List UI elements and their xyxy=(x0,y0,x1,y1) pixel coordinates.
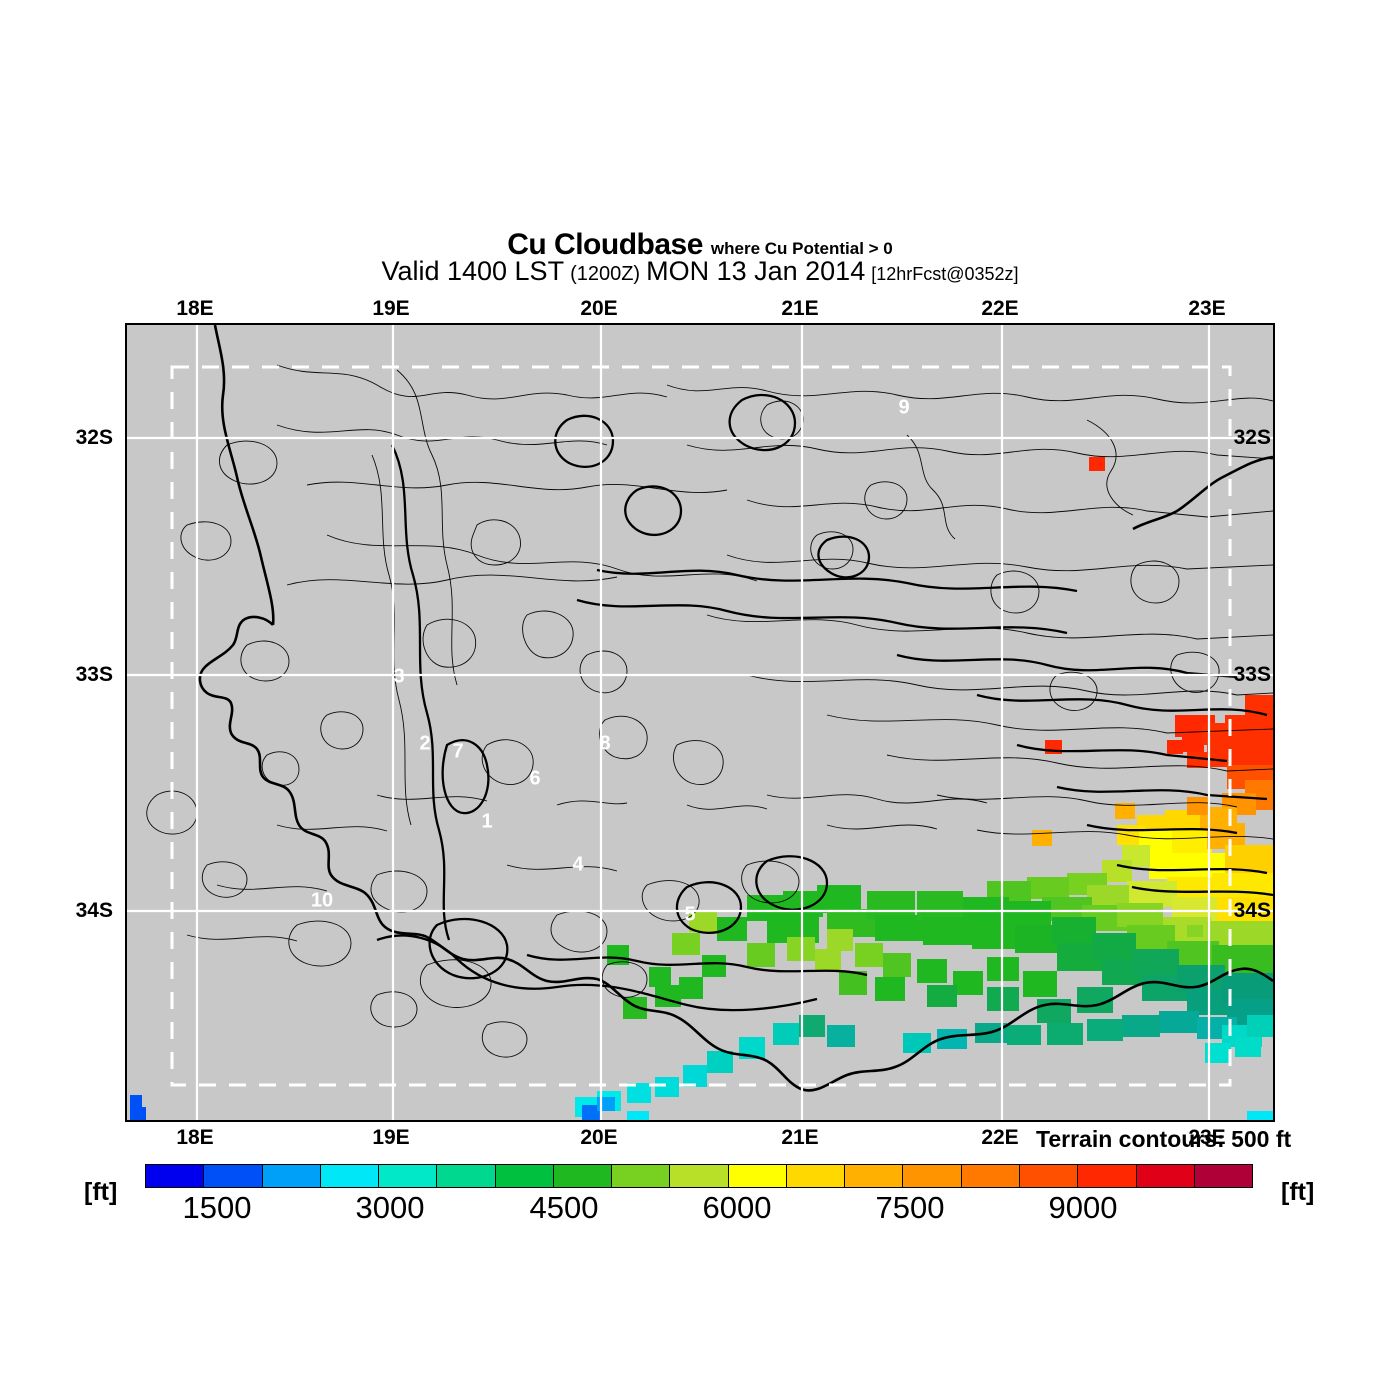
coastline xyxy=(198,325,1273,1092)
colorbar-unit-left: [ft] xyxy=(84,1178,118,1206)
valid-utc-label: (1200Z) xyxy=(570,263,641,285)
colorbar-segment-17 xyxy=(1136,1165,1195,1187)
lon-tick-top-18E: 18E xyxy=(176,297,214,320)
site-marker-3[interactable]: 3 xyxy=(393,665,405,688)
valid-time-label: Valid 1400 LST xyxy=(381,256,565,286)
colorbar-tick-1500: 1500 xyxy=(182,1190,252,1225)
lon-tick-bottom-18E: 18E xyxy=(176,1126,214,1149)
lon-tick-bottom-19E: 19E xyxy=(372,1126,410,1149)
lat-tick-inner-34S: 34S xyxy=(1233,899,1271,922)
site-marker-10[interactable]: 10 xyxy=(310,889,334,912)
site-marker-8[interactable]: 8 xyxy=(599,732,611,755)
colorbar-segment-5 xyxy=(437,1165,496,1187)
colorbar-segment-6 xyxy=(495,1165,554,1187)
colorbar-tick-9000: 9000 xyxy=(1048,1190,1118,1225)
site-marker-1[interactable]: 1 xyxy=(481,810,493,833)
colorbar-segment-13 xyxy=(903,1165,962,1187)
colorbar-unit-right: [ft] xyxy=(1281,1178,1315,1206)
lat-tick-left-33S: 33S xyxy=(75,663,113,686)
lon-tick-bottom-22E: 22E xyxy=(981,1126,1019,1149)
lat-tick-inner-32S: 32S xyxy=(1233,426,1271,449)
colorbar-segment-7 xyxy=(553,1165,613,1187)
colorbar-segment-4 xyxy=(379,1165,438,1187)
site-marker-9[interactable]: 9 xyxy=(898,396,910,419)
valid-date-label: MON 13 Jan 2014 xyxy=(646,256,866,286)
domain-boundary-box xyxy=(170,365,1232,1087)
colorbar-tick-4500: 4500 xyxy=(529,1190,599,1225)
colorbar-segment-3 xyxy=(320,1165,380,1187)
site-marker-4[interactable]: 4 xyxy=(572,853,584,876)
site-marker-7[interactable]: 7 xyxy=(452,740,464,763)
colorbar-segment-9 xyxy=(670,1165,729,1187)
colorbar-tick-7500: 7500 xyxy=(875,1190,945,1225)
forecast-tag-label: [12hrFcst@0352z] xyxy=(871,264,1019,284)
map-panel[interactable] xyxy=(125,323,1275,1122)
title-primary-line: Cu Cloudbase where Cu Potential > 0 xyxy=(0,228,1400,262)
lon-tick-top-23E: 23E xyxy=(1188,297,1226,320)
terrain-contours xyxy=(146,364,1273,1058)
colorbar-segment-12 xyxy=(845,1165,904,1187)
colorbar-segment-1 xyxy=(204,1165,263,1187)
lat-tick-left-32S: 32S xyxy=(75,426,113,449)
colorbar-segment-8 xyxy=(612,1165,671,1187)
lon-tick-top-19E: 19E xyxy=(372,297,410,320)
lon-tick-bottom-23E: 23E xyxy=(1188,1126,1226,1149)
lon-tick-bottom-21E: 21E xyxy=(781,1126,819,1149)
colorbar-segment-0 xyxy=(146,1165,205,1187)
colorbar-segment-18 xyxy=(1194,1165,1253,1187)
colorbar[interactable] xyxy=(145,1164,1253,1188)
map-graphics xyxy=(127,325,1273,1120)
colorbar-tick-3000: 3000 xyxy=(355,1190,425,1225)
colorbar-segment-11 xyxy=(786,1165,846,1187)
terrain-contour-note: Terrain contours: 500 ft xyxy=(1036,1126,1292,1152)
colorbar-segment-2 xyxy=(262,1165,321,1187)
page-title: Cu Cloudbase xyxy=(507,228,703,261)
site-marker-6[interactable]: 6 xyxy=(529,767,541,790)
colorbar-segment-16 xyxy=(1078,1165,1137,1187)
lat-tick-inner-33S: 33S xyxy=(1233,663,1271,686)
title-secondary-line: Valid 1400 LST (1200Z) MON 13 Jan 2014 [12h… xyxy=(0,256,1400,287)
lon-tick-top-20E: 20E xyxy=(580,297,618,320)
lon-tick-bottom-20E: 20E xyxy=(580,1126,618,1149)
graticule-lines xyxy=(127,325,1273,1120)
colorbar-segment-10 xyxy=(728,1165,787,1187)
colorbar-segment-15 xyxy=(1019,1165,1079,1187)
site-marker-5[interactable]: 5 xyxy=(684,903,696,926)
lon-tick-top-22E: 22E xyxy=(981,297,1019,320)
colorbar-tick-6000: 6000 xyxy=(702,1190,772,1225)
title-condition: where Cu Potential > 0 xyxy=(710,239,893,258)
colorbar-segment-14 xyxy=(961,1165,1020,1187)
map-canvas xyxy=(127,325,1273,1120)
site-marker-2[interactable]: 2 xyxy=(419,732,431,755)
lat-tick-left-34S: 34S xyxy=(75,899,113,922)
lon-tick-top-21E: 21E xyxy=(781,297,819,320)
